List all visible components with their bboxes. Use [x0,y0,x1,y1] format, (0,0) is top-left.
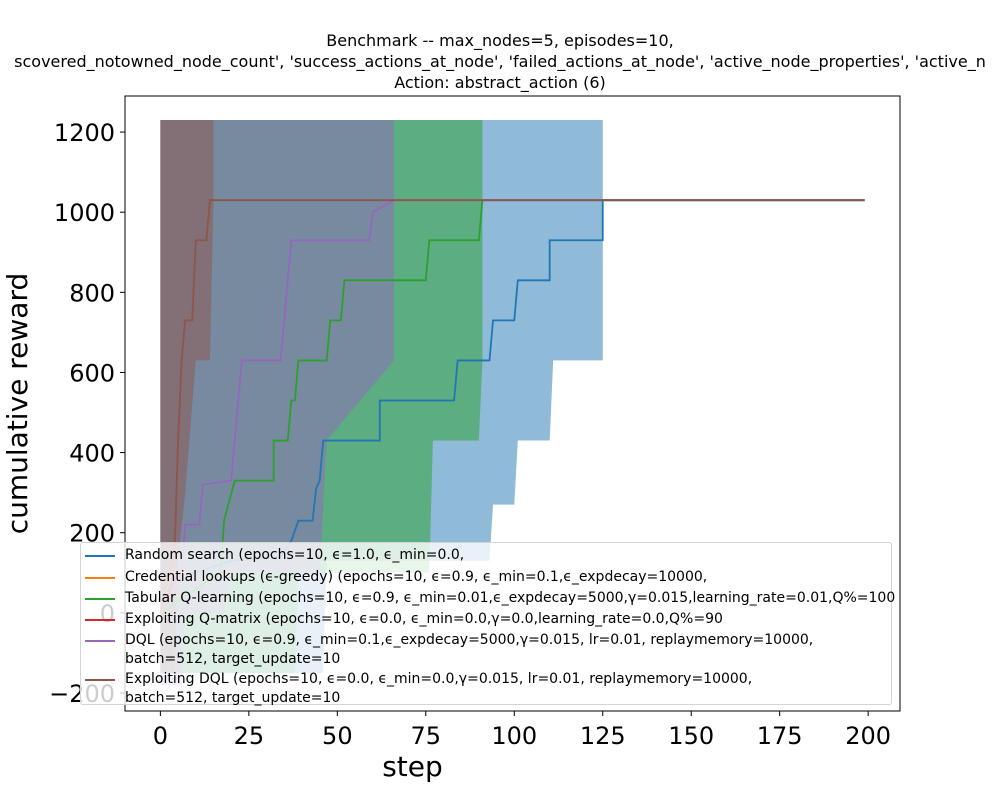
x-tick-label: 175 [757,722,803,750]
chart-title-line-1: Benchmark -- max_nodes=5, episodes=10, [326,31,674,50]
line-series-6 [159,199,865,614]
chart-title-line-3: Action: abstract_action (6) [394,73,606,92]
y-axis-label: cumulative reward [1,273,34,535]
x-tick-label: 100 [491,722,537,750]
legend-swatch [85,577,115,579]
legend-label: Exploiting DQL (epochs=10, ϵ=0.0, ϵ_min=… [125,671,753,706]
legend-swatch [85,679,115,681]
chart-title-line-2: scovered_notowned_node_count', 'success_… [14,52,986,71]
y-tick-label: 1000 [54,199,115,227]
y-tick-label: 800 [69,279,115,307]
plot-frame [124,95,901,712]
chart-legend: Random search (epochs=10, ϵ=1.0, ϵ_min=0… [80,542,896,706]
x-tick-label: 150 [668,722,714,750]
legend-label: Credential lookups (ϵ-greedy) (epochs=10… [125,569,708,585]
x-axis-label: step [382,750,443,783]
legend-swatch [85,555,115,557]
band-series-6 [160,120,214,673]
x-tick-label: 50 [322,722,353,750]
legend-swatch [85,598,115,600]
x-tick-label: 200 [845,722,891,750]
confidence-bands [160,120,603,685]
legend-swatch [85,640,115,642]
legend-label: Tabular Q-learning (epochs=10, ϵ=0.9, ϵ_… [125,590,896,606]
y-tick-label: 1200 [54,119,115,147]
line-series-5 [159,199,865,614]
x-tick-label: 0 [153,722,168,750]
x-tick-label: 125 [580,722,626,750]
y-tick-label: 600 [69,359,115,387]
x-tick-label: 75 [411,722,442,750]
legend-label: DQL (epochs=10, ϵ=0.9, ϵ_min=0.1,ϵ_expde… [125,632,814,667]
legend-swatch [85,619,115,621]
legend-label: Exploiting Q-matrix (epochs=10, ϵ=0.0, ϵ… [125,611,723,627]
line-series-3 [159,199,865,614]
y-tick-label: 400 [69,440,115,468]
x-tick-label: 25 [234,722,265,750]
legend-label: Random search (epochs=10, ϵ=1.0, ϵ_min=0… [125,547,465,563]
